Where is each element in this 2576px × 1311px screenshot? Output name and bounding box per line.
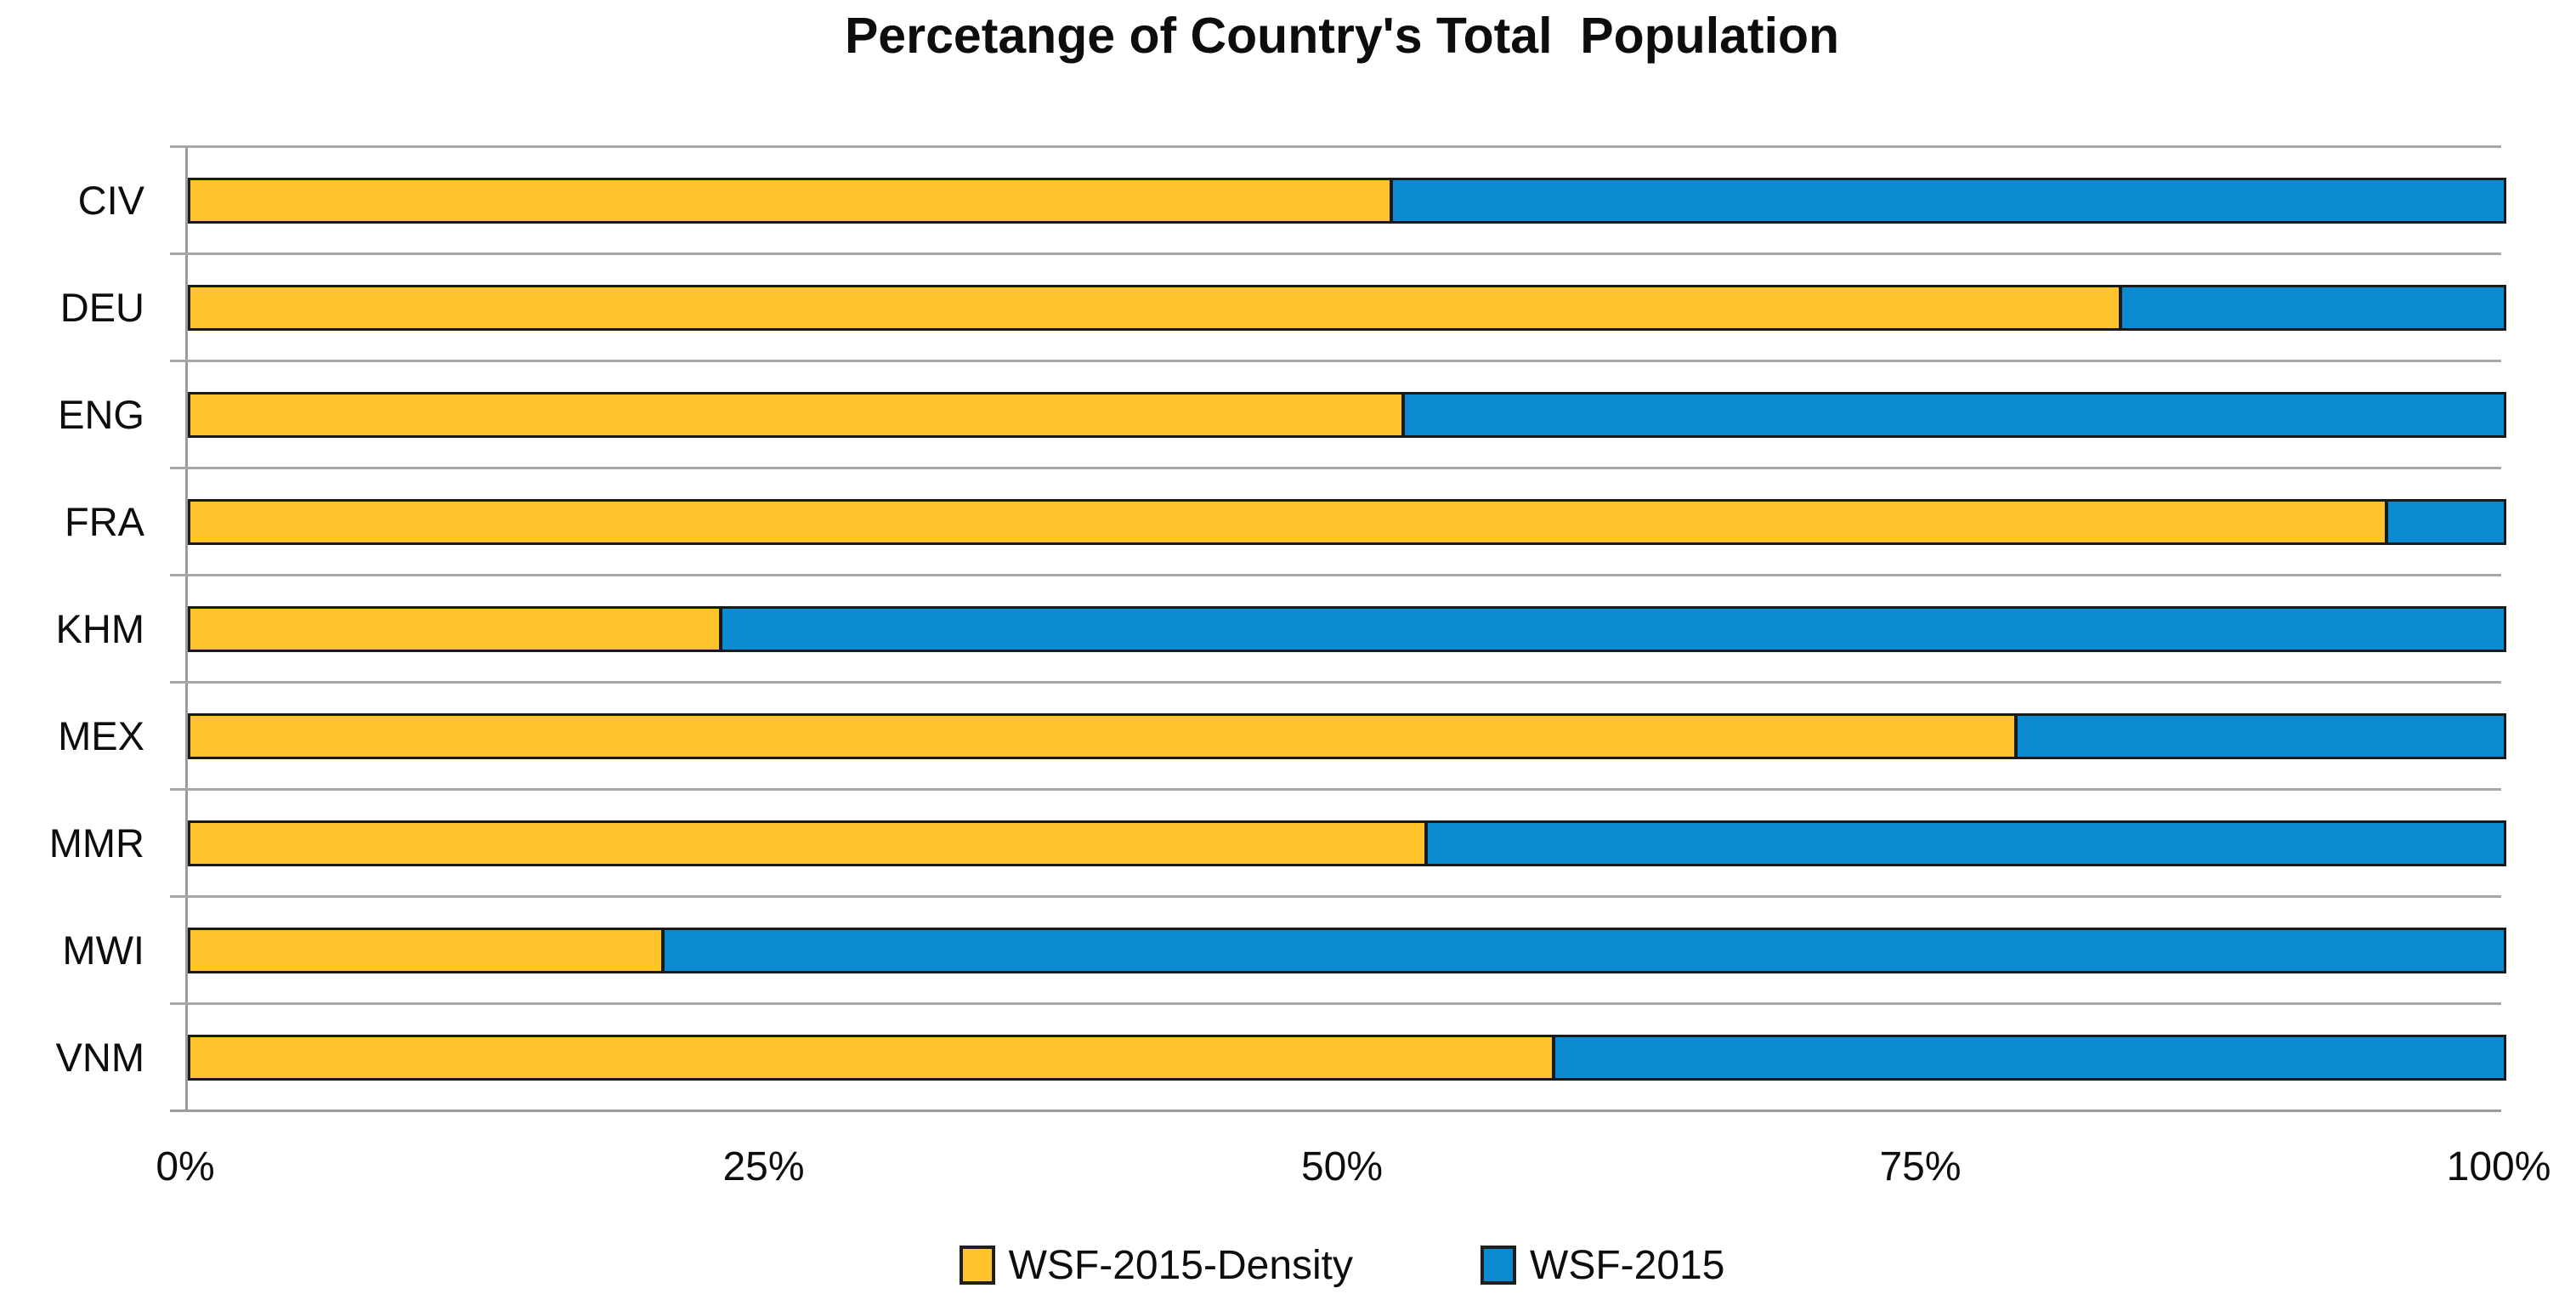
legend-item-wsf-2015-density: WSF-2015-Density: [959, 1242, 1354, 1289]
x-tick-label: 100%: [2446, 1144, 2551, 1189]
bar-segment-wsf-2015-density: [190, 930, 665, 971]
gridline: [170, 145, 2501, 148]
gridline: [170, 360, 2501, 362]
plot-area: CIV DEU ENG FRA KHM MEX MMR MWI VNM: [49, 145, 2506, 1112]
x-tick-label: 0%: [156, 1144, 215, 1189]
bar-segment-wsf-2015-density: [190, 394, 1406, 435]
stacked-bar: [188, 285, 2506, 331]
bar-segment-wsf-2015: [2018, 716, 2504, 757]
stacked-bar: [188, 928, 2506, 973]
stacked-bar: [188, 392, 2506, 438]
bar-segment-wsf-2015: [2121, 287, 2504, 328]
category-label: MMR: [48, 820, 144, 865]
chart-row-fra: FRA: [65, 467, 2506, 576]
category-label: KHM: [55, 606, 144, 651]
category-label: CIV: [77, 178, 144, 223]
bar-segment-wsf-2015: [1393, 180, 2504, 221]
bar-segment-wsf-2015: [2387, 502, 2504, 542]
gridline: [170, 681, 2501, 684]
bar-segment-wsf-2015: [722, 609, 2504, 650]
chart-row-khm: KHM: [56, 574, 2506, 683]
gridline: [170, 895, 2501, 898]
legend-label: WSF-2015-Density: [1008, 1242, 1354, 1288]
category-label: MWI: [62, 928, 144, 973]
category-label: ENG: [58, 392, 144, 437]
gridline: [170, 467, 2501, 469]
chart-row-mmr: MMR: [49, 788, 2506, 897]
bar-segment-wsf-2015: [1405, 394, 2504, 435]
category-label: MEX: [58, 713, 144, 758]
stacked-bar: [188, 178, 2506, 224]
stacked-bar: [188, 1035, 2506, 1081]
stacked-bar: [188, 820, 2506, 866]
bar-segment-wsf-2015: [1554, 1037, 2504, 1078]
x-tick-label: 75%: [1879, 1144, 1962, 1189]
chart-legend: WSF-2015-Density WSF-2015: [185, 1231, 2499, 1299]
category-label: VNM: [55, 1035, 144, 1080]
x-tick-label: 50%: [1300, 1144, 1384, 1189]
category-label: FRA: [65, 499, 144, 544]
chart-row-mwi: MWI: [62, 895, 2506, 1004]
x-axis-tick-labels: 0% 25% 50% 75% 100%: [156, 1144, 2551, 1203]
stacked-bar: [188, 499, 2506, 545]
bar-segment-wsf-2015-density: [190, 1037, 1555, 1078]
chart-row-mex: MEX: [58, 681, 2506, 790]
gridline: [170, 788, 2501, 791]
gridline: [170, 253, 2501, 255]
stacked-bar: [188, 713, 2506, 759]
legend-label: WSF-2015: [1530, 1242, 1725, 1288]
legend-item-wsf-2015: WSF-2015: [1480, 1242, 1724, 1289]
bar-segment-wsf-2015-density: [190, 823, 1429, 864]
bar-segment-wsf-2015-density: [190, 609, 723, 650]
chart-row-vnm: VNM: [56, 1002, 2506, 1111]
bar-segment-wsf-2015: [1428, 823, 2504, 864]
chart-row-eng: ENG: [58, 360, 2506, 468]
bar-segment-wsf-2015: [665, 930, 2504, 971]
legend-swatch-icon: [1480, 1246, 1517, 1285]
x-tick-label: 25%: [722, 1144, 805, 1189]
category-label: DEU: [59, 285, 144, 330]
bar-segment-wsf-2015-density: [190, 180, 1394, 221]
bottom-axis-line: [170, 1110, 2501, 1112]
gridline: [170, 1002, 2501, 1005]
bar-segment-wsf-2015-density: [190, 716, 2018, 757]
bar-segment-wsf-2015-density: [190, 502, 2388, 542]
gridline: [170, 574, 2501, 576]
bar-segment-wsf-2015-density: [190, 287, 2122, 328]
chart-row-civ: CIV: [78, 145, 2506, 254]
chart-title: Percetange of Country's Total Population: [844, 8, 1840, 64]
legend-swatch-icon: [959, 1246, 995, 1285]
chart-row-deu: DEU: [60, 253, 2506, 361]
stacked-bar: [188, 606, 2506, 652]
